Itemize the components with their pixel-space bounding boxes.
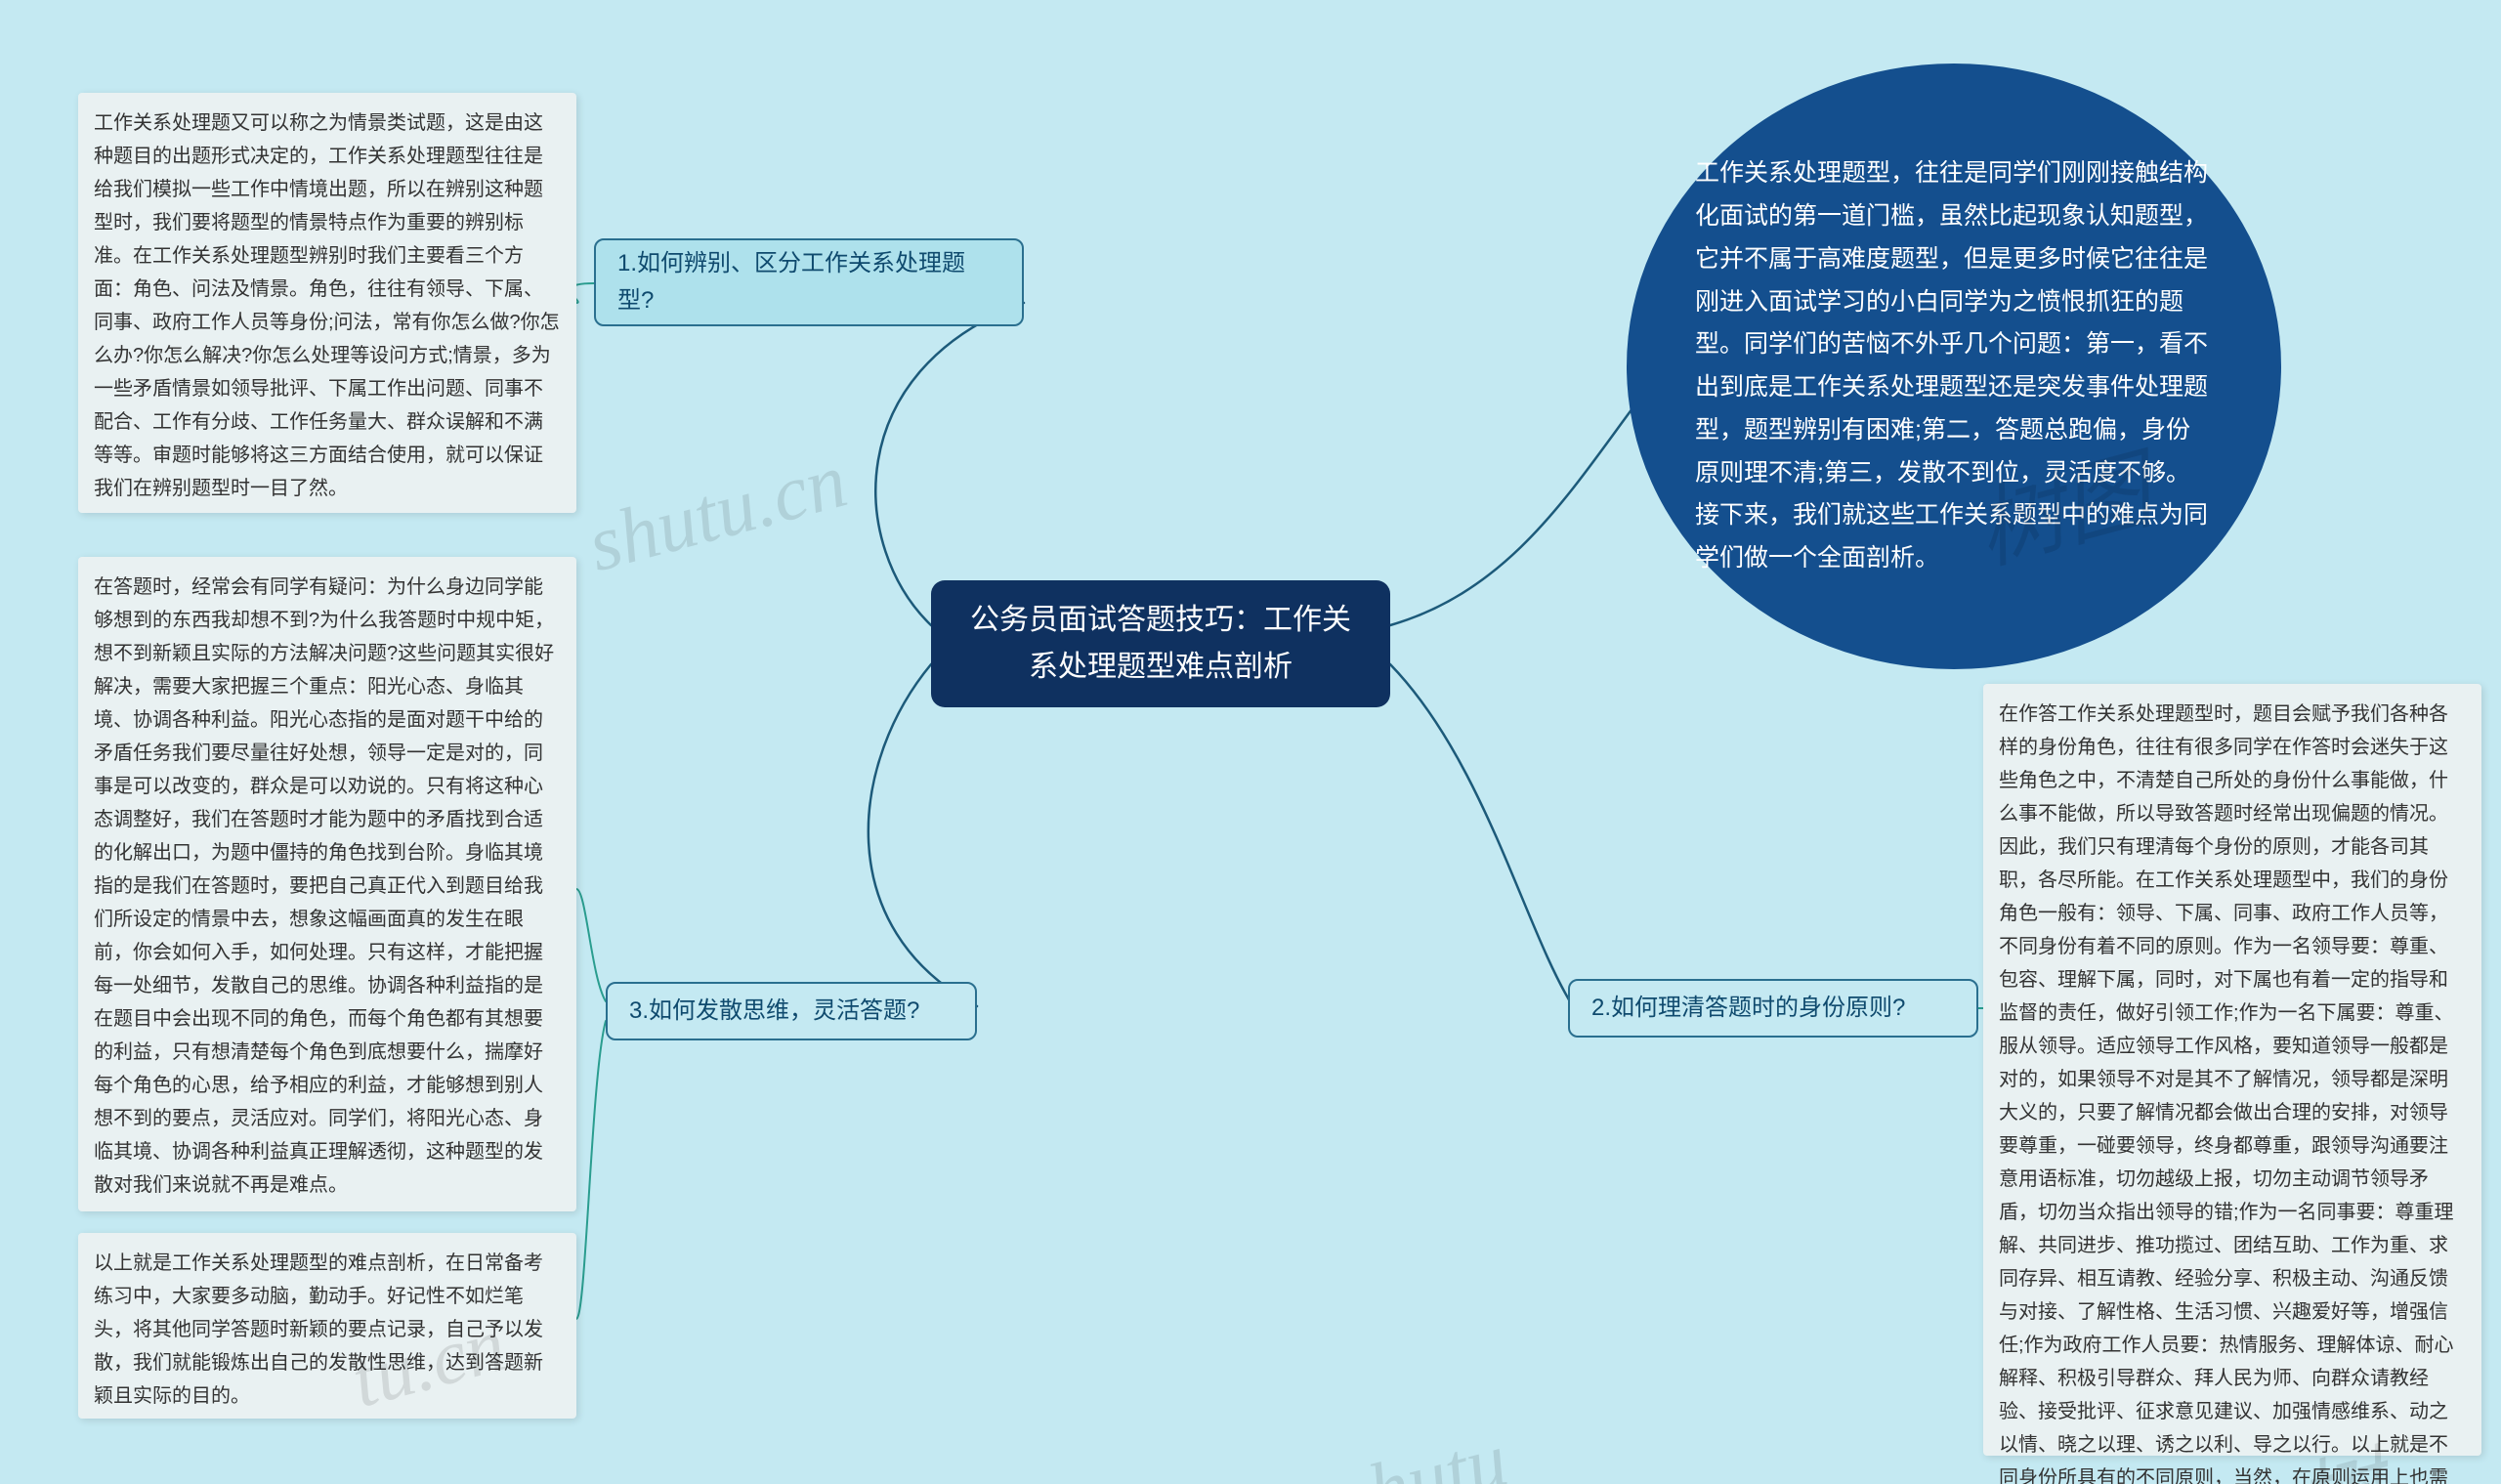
intro-summary-text: 工作关系处理题型，往往是同学们刚刚接触结构化面试的第一道门槛，虽然比起现象认知题…	[1695, 152, 2213, 580]
mindmap-canvas: 公务员面试答题技巧：工作关系处理题型难点剖析 工作关系处理题型，往往是同学们刚刚…	[0, 0, 2501, 1484]
detail-2-text: 在作答工作关系处理题型时，题目会赋予我们各种各样的身份角色，往往有很多同学在作答…	[1999, 703, 2454, 1484]
branch-1-label: 1.如何辨别、区分工作关系处理题型?	[617, 245, 1000, 320]
detail-box-2: 在作答工作关系处理题型时，题目会赋予我们各种各样的身份角色，往往有很多同学在作答…	[1983, 684, 2481, 1456]
detail-3a-text: 在答题时，经常会有同学有疑问：为什么身边同学能够想到的东西我却想不到?为什么我答…	[94, 576, 554, 1196]
detail-box-3b: 以上就是工作关系处理题型的难点剖析，在日常备考练习中，大家要多动脑，勤动手。好记…	[78, 1233, 576, 1419]
branch-node-3: 3.如何发散思维，灵活答题?	[606, 982, 977, 1040]
detail-box-3a: 在答题时，经常会有同学有疑问：为什么身边同学能够想到的东西我却想不到?为什么我答…	[78, 557, 576, 1211]
branch-node-2: 2.如何理清答题时的身份原则?	[1568, 979, 1978, 1038]
watermark: shutu	[1330, 1416, 1516, 1484]
intro-summary-node: 工作关系处理题型，往往是同学们刚刚接触结构化面试的第一道门槛，虽然比起现象认知题…	[1627, 64, 2281, 669]
watermark: shutu.cn	[579, 437, 856, 590]
branch-node-1: 1.如何辨别、区分工作关系处理题型?	[594, 238, 1024, 326]
detail-box-1: 工作关系处理题又可以称之为情景类试题，这是由这种题目的出题形式决定的，工作关系处…	[78, 93, 576, 513]
detail-3b-text: 以上就是工作关系处理题型的难点剖析，在日常备考练习中，大家要多动脑，勤动手。好记…	[94, 1252, 543, 1407]
detail-1-text: 工作关系处理题又可以称之为情景类试题，这是由这种题目的出题形式决定的，工作关系处…	[94, 112, 560, 499]
center-topic-node: 公务员面试答题技巧：工作关系处理题型难点剖析	[931, 580, 1390, 707]
branch-3-label: 3.如何发散思维，灵活答题?	[629, 993, 919, 1030]
branch-2-label: 2.如何理清答题时的身份原则?	[1591, 990, 1905, 1027]
center-topic-text: 公务员面试答题技巧：工作关系处理题型难点剖析	[958, 597, 1363, 691]
